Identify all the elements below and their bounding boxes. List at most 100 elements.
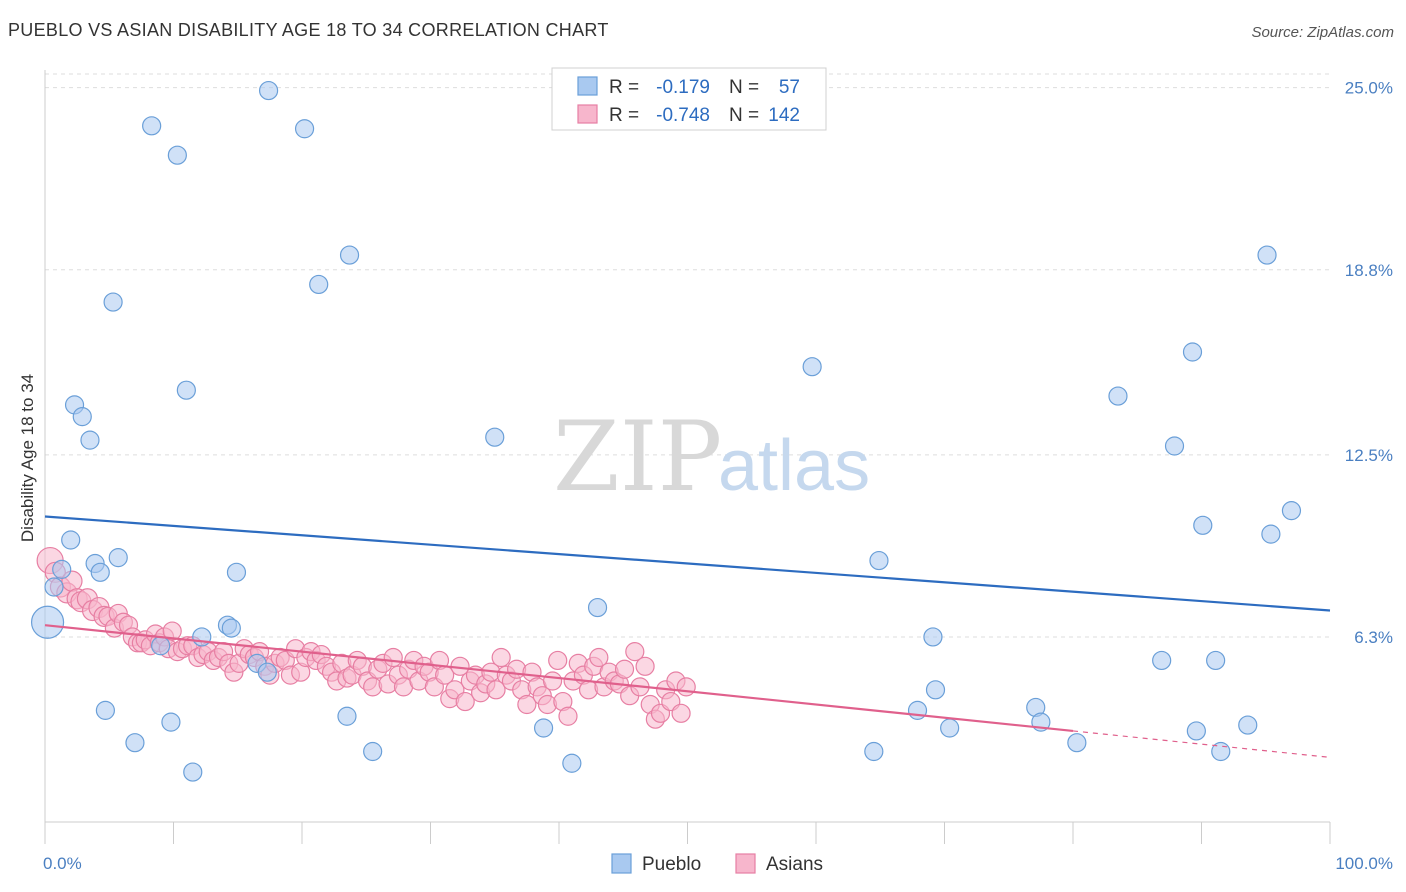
pueblo-point-34 bbox=[587, 597, 608, 618]
pueblo-point-35 bbox=[802, 357, 822, 377]
pueblo-point-48 bbox=[1182, 342, 1203, 362]
asians-trend-extension bbox=[1072, 730, 1331, 758]
asians-point-82 bbox=[455, 691, 475, 712]
chart-source: Source: ZipAtlas.com bbox=[1251, 24, 1394, 41]
pueblo-point-10 bbox=[103, 292, 123, 312]
pueblo-point-2 bbox=[52, 559, 72, 579]
pueblo-point-25 bbox=[258, 80, 279, 101]
asians-point-124 bbox=[671, 703, 691, 723]
asians-point-108 bbox=[589, 647, 609, 668]
legend-n-value-1: 142 bbox=[768, 105, 800, 126]
trend-lines bbox=[44, 515, 1331, 758]
legend-swatch-0 bbox=[577, 76, 598, 96]
pueblo-point-22 bbox=[226, 562, 247, 582]
asians-point-100 bbox=[548, 650, 568, 671]
y-tick-label-0: 6.3% bbox=[1354, 628, 1393, 647]
data-points bbox=[30, 80, 1302, 782]
x-tick-labels: 0.0% 100.0% bbox=[43, 854, 1393, 873]
asians-trend-line bbox=[44, 624, 1074, 733]
grid bbox=[45, 73, 1330, 638]
series-legend-label-0: Pueblo bbox=[642, 854, 701, 875]
pueblo-point-54 bbox=[1257, 245, 1277, 265]
series-legend-swatch-0 bbox=[611, 853, 632, 874]
asians-point-102 bbox=[558, 706, 578, 726]
pueblo-point-19 bbox=[192, 627, 212, 647]
legend-r-label-0: R = bbox=[609, 77, 639, 98]
pueblo-point-28 bbox=[337, 706, 357, 726]
y-tick-label-3: 25.0% bbox=[1345, 79, 1393, 98]
pueblo-point-21 bbox=[221, 618, 241, 638]
pueblo-point-32 bbox=[533, 718, 554, 738]
pueblo-point-50 bbox=[1193, 515, 1213, 535]
pueblo-point-36 bbox=[864, 741, 884, 762]
pueblo-trend-line bbox=[44, 515, 1331, 612]
pueblo-point-30 bbox=[363, 741, 383, 762]
legend-box bbox=[551, 67, 827, 131]
legend-r-label-1: R = bbox=[609, 105, 639, 126]
pueblo-point-13 bbox=[142, 116, 162, 136]
pueblo-point-14 bbox=[151, 636, 171, 656]
pueblo-point-3 bbox=[61, 530, 81, 550]
pueblo-point-27 bbox=[309, 274, 329, 295]
legend-swatch-1 bbox=[577, 104, 598, 124]
pueblo-point-40 bbox=[925, 680, 946, 700]
watermark-atlas: atlas bbox=[718, 426, 870, 506]
pueblo-point-46 bbox=[1152, 650, 1172, 671]
pueblo-point-12 bbox=[125, 733, 145, 753]
legend-r-value-0: -0.179 bbox=[656, 77, 710, 98]
axes bbox=[44, 70, 1331, 844]
pueblo-point-6 bbox=[80, 430, 100, 450]
pueblo-point-55 bbox=[1261, 524, 1281, 544]
asians-point-117 bbox=[635, 656, 655, 676]
y-tick-label-1: 12.5% bbox=[1345, 446, 1393, 465]
legend-n-value-0: 57 bbox=[779, 77, 800, 98]
pueblo-point-37 bbox=[869, 550, 889, 571]
chart-title: PUEBLO VS ASIAN DISABILITY AGE 18 TO 34 … bbox=[8, 20, 609, 40]
asians-point-88 bbox=[486, 680, 506, 700]
pueblo-point-31 bbox=[485, 427, 505, 447]
pueblo-point-15 bbox=[161, 712, 181, 732]
asians-point-99 bbox=[542, 671, 563, 691]
asians-point-68 bbox=[383, 647, 403, 668]
pueblo-point-56 bbox=[1281, 501, 1302, 521]
pueblo-point-18 bbox=[183, 762, 203, 782]
pueblo-point-26 bbox=[294, 119, 315, 139]
x-tick-label-0: 0.0% bbox=[43, 854, 82, 873]
pueblo-point-41 bbox=[940, 718, 960, 738]
pueblo-point-5 bbox=[72, 407, 92, 427]
correlation-legend: R = -0.179 N = 57 R = -0.748 N = 142 bbox=[551, 67, 827, 131]
pueblo-point-1 bbox=[44, 577, 64, 597]
pueblo-point-29 bbox=[339, 245, 360, 265]
series-legend-label-1: Asians bbox=[766, 854, 823, 875]
series-legend-swatch-1 bbox=[735, 853, 756, 874]
pueblo-point-11 bbox=[108, 548, 128, 568]
pueblo-point-44 bbox=[1067, 733, 1087, 753]
asians-point-115 bbox=[625, 642, 645, 662]
pueblo-point-47 bbox=[1164, 436, 1185, 456]
legend-n-label-1: N = bbox=[729, 105, 759, 126]
pueblo-point-33 bbox=[562, 753, 582, 773]
watermark-zip: ZIP bbox=[553, 401, 722, 513]
pueblo-point-45 bbox=[1108, 386, 1128, 406]
asians-point-94 bbox=[517, 694, 537, 715]
legend-r-value-1: -0.748 bbox=[656, 105, 710, 126]
y-axis-label: Disability Age 18 to 34 bbox=[18, 374, 37, 542]
asians-point-25 bbox=[162, 621, 182, 641]
asians-point-89 bbox=[491, 647, 511, 668]
series-legend: Pueblo Asians bbox=[611, 853, 823, 875]
x-tick-label-1: 100.0% bbox=[1335, 854, 1393, 873]
legend-n-label-0: N = bbox=[729, 77, 759, 98]
pueblo-point-53 bbox=[1238, 715, 1258, 735]
pueblo-point-49 bbox=[1186, 721, 1206, 741]
pueblo-point-8 bbox=[90, 562, 110, 582]
pueblo-point-51 bbox=[1206, 650, 1226, 671]
pueblo-point-16 bbox=[167, 145, 187, 165]
pueblo-point-0 bbox=[30, 605, 65, 639]
y-tick-labels: 6.3% 12.5% 18.8% 25.0% bbox=[1345, 79, 1393, 647]
pueblo-point-24 bbox=[257, 662, 277, 682]
watermark: ZIP atlas bbox=[553, 401, 870, 513]
y-tick-label-2: 18.8% bbox=[1345, 261, 1393, 280]
asians-point-125 bbox=[676, 677, 696, 697]
pueblo-point-17 bbox=[176, 380, 196, 400]
